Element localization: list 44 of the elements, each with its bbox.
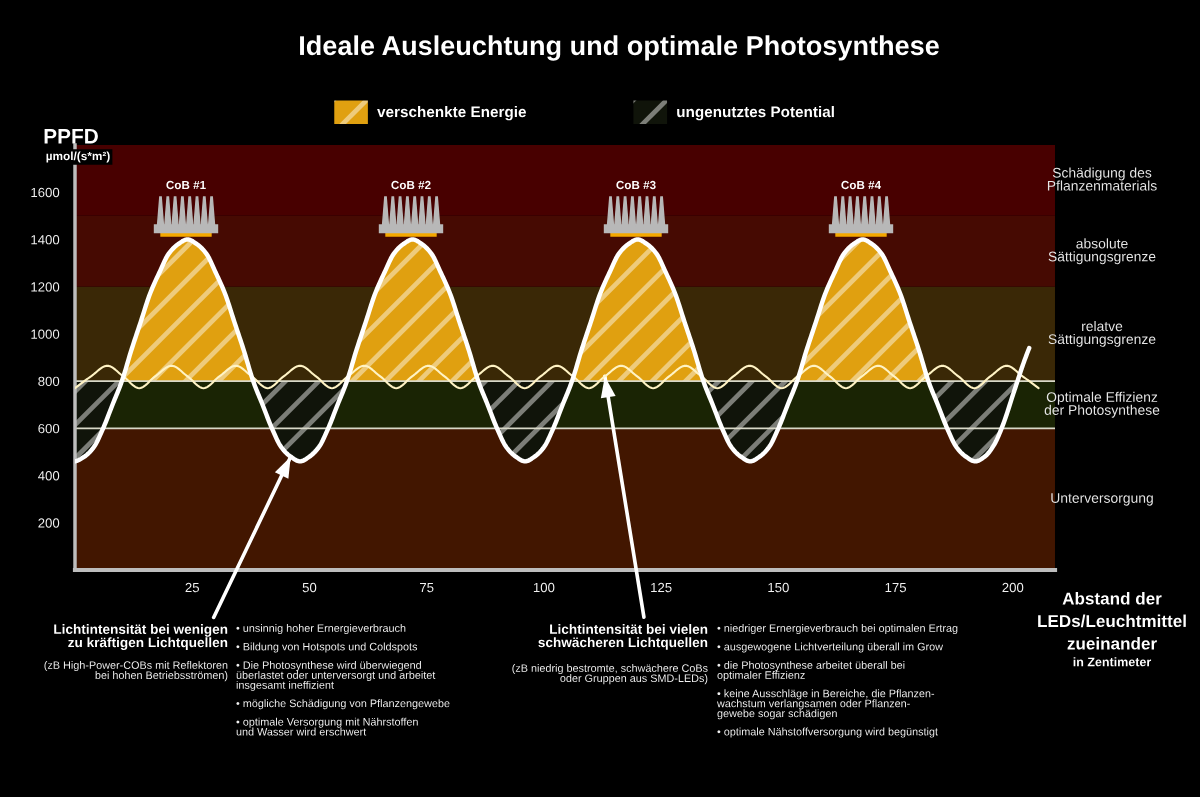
text: • ausgewogene Lichtverteilung überall im Grow: [717, 642, 944, 653]
band-label: Schädigung des Pflanzenmaterials: [1047, 167, 1157, 191]
band-label: Unterversorgung: [1051, 493, 1153, 506]
annotation: Lichtintensität bei vielen schwächeren Lichtquellen: [538, 624, 708, 650]
text: • Bildung von Hotspots und Coldspots: [236, 642, 418, 653]
band-label: Optimale Effizienz der Photosynthese: [1044, 391, 1160, 418]
text: • keine Ausschläge in Bereiche, die Pflanzen- wachstum verlangsamen oder Pflanzen- gewebe sogar schädigen: [716, 689, 935, 720]
x-tick-label: 100: [533, 582, 555, 593]
text: (zB niedrig bestromte, schwächere CoBs oder Gruppen aus SMD-LEDs): [512, 664, 708, 685]
text: • mögliche Schädigung von Pflanzengewebe: [236, 699, 450, 710]
band-label: absolute Sättigungsgrenze: [1048, 238, 1156, 265]
text: • unsinnig hoher Ernergieverbrauch: [236, 624, 406, 635]
y-tick-label: 1400: [31, 235, 60, 245]
x-tick-label: 125: [651, 582, 672, 593]
x-tick-label: 50: [302, 582, 317, 593]
y-tick-label: 1600: [31, 187, 60, 198]
text: • optimale Versorgung mit Nährstoffen und Wasser wird erschwert: [236, 717, 418, 736]
x-tick-label: 75: [420, 582, 434, 593]
x-tick-label: 25: [185, 582, 200, 593]
text: • Die Photosynthese wird überwiegend überlastet oder unterversorgt und arbeitet insgesamt ineffizient: [236, 661, 436, 691]
band-label: relatve Sättigungsgrenze: [1048, 320, 1156, 347]
annotation: Lichtintensität bei wenigen zu kräftigen Lichtquellen: [54, 624, 228, 650]
y-tick-label: 200: [38, 518, 60, 528]
annotation: CoB #1: [166, 180, 206, 190]
annotation: CoB #4: [841, 180, 882, 190]
y-tick-label: 1200: [31, 282, 60, 292]
legend-label: ungenutztes Potential: [677, 105, 834, 121]
text: • optimale Nähstoffversorgung wird begünstigt: [717, 727, 938, 738]
x-axis-title: Abstand der LEDs/Leuchtmittel zueinander in Zentimeter: [1038, 592, 1186, 667]
y-tick-label: 400: [38, 471, 60, 481]
text: • die Photosynthese arbeitet überall bei optimaler Effizienz: [717, 661, 905, 682]
y-tick-label: 600: [38, 423, 60, 434]
annotation: CoB #3: [616, 180, 656, 190]
chart-title: Ideale Ausleuchtung und optimale Photosynthese: [300, 35, 939, 61]
text: • niedriger Ernergieverbrauch bei optimalen Ertrag: [717, 624, 958, 635]
x-tick-label: 175: [885, 582, 907, 593]
x-tick-label: 150: [768, 582, 789, 593]
text: (zB High-Power-COBs mit Reflektoren bei hohen Betriebsströmen): [44, 661, 228, 682]
y-axis-title: PPFD µmol/(s*m²): [44, 129, 110, 163]
annotation: CoB #2: [391, 180, 431, 190]
x-tick-label: 200: [1002, 582, 1024, 593]
legend-label: verschenkte Energie: [377, 105, 526, 121]
y-tick-label: 1000: [31, 329, 60, 339]
y-tick-label: 800: [38, 376, 60, 387]
